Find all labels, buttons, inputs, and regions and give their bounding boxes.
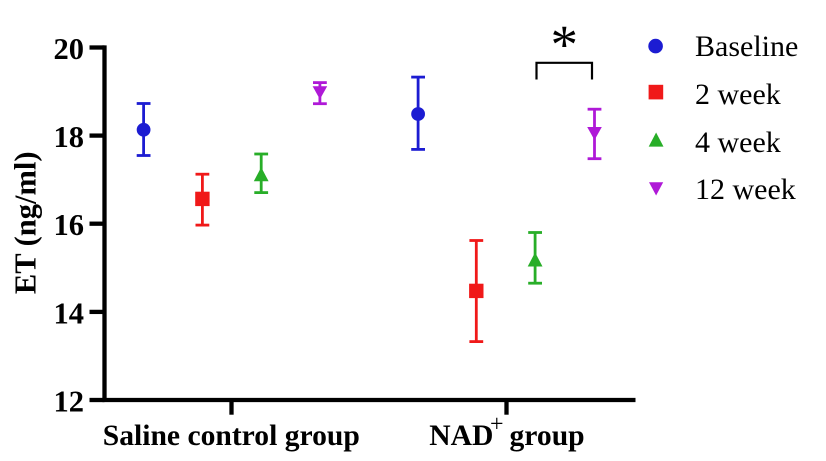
svg-text:12 week: 12 week: [695, 173, 796, 206]
svg-text:18: 18: [54, 120, 85, 154]
svg-text:4 week: 4 week: [695, 126, 781, 159]
svg-text:NAD: NAD: [429, 420, 493, 452]
svg-text:16: 16: [54, 208, 85, 242]
svg-text:20: 20: [54, 32, 85, 66]
svg-text:14: 14: [54, 296, 85, 330]
svg-text:*: *: [551, 14, 579, 75]
svg-text:Baseline: Baseline: [695, 30, 798, 63]
svg-text:12: 12: [54, 384, 85, 418]
svg-text:ET (ng/ml): ET (ng/ml): [9, 151, 43, 294]
svg-text:Saline control group: Saline control group: [103, 420, 360, 452]
svg-text:group: group: [510, 420, 585, 452]
svg-text:+: +: [490, 411, 504, 437]
svg-text:2 week: 2 week: [695, 78, 781, 111]
